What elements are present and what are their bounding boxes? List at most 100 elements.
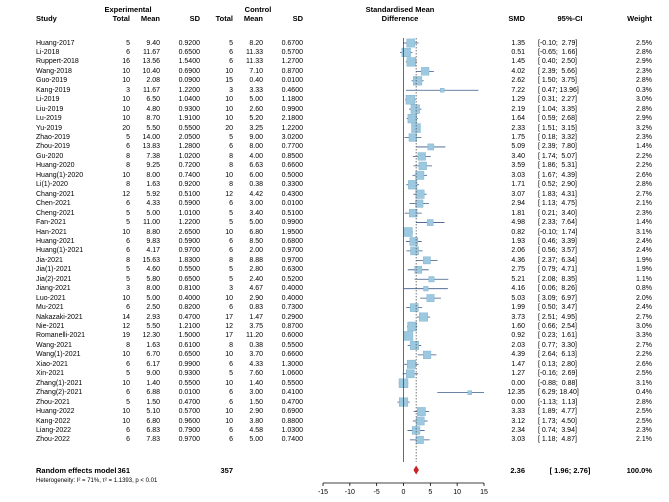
cell-ne: 8 <box>126 341 130 349</box>
total-e-header: Total <box>112 14 130 23</box>
cell-w: 2.4% <box>636 247 652 255</box>
cell-me: 5.92 <box>146 190 160 198</box>
cell-study: Xiao-2021 <box>36 360 68 368</box>
cell-me: 9.25 <box>146 162 160 170</box>
cell-ci_txt: [ 1.74; 5.07] <box>538 152 577 160</box>
cell-w: 1.9% <box>636 256 652 264</box>
cell-w: 2.9% <box>636 115 652 123</box>
study-estimate-box <box>428 276 435 283</box>
cell-sdc: 0.4000 <box>281 294 303 302</box>
cell-ci_txt: [ 0.06; 8.26] <box>538 285 577 293</box>
cell-w: 2.1% <box>636 436 652 444</box>
cell-ci_txt: [ 3.09; 6.97] <box>538 294 577 302</box>
cell-ne: 8 <box>126 152 130 160</box>
cell-smd_txt: 5.03 <box>511 294 525 302</box>
cell-me: 11.67 <box>143 48 160 56</box>
cell-ne: 5 <box>126 209 130 217</box>
cell-mc: 0.83 <box>249 304 263 312</box>
cell-smd_txt: 1.60 <box>511 323 525 330</box>
cell-mc: 4.33 <box>249 360 263 368</box>
cell-study: Ruppert-2018 <box>36 58 79 66</box>
cell-sdc: 0.5200 <box>281 275 303 283</box>
cell-study: Huang-2022 <box>36 408 75 416</box>
cell-me: 1.40 <box>146 379 160 387</box>
cell-smd_txt: 5.21 <box>511 275 525 283</box>
cell-mc: 4.67 <box>249 285 263 293</box>
cell-sde: 1.0400 <box>178 96 200 104</box>
cell-ci_txt: [-1.13; 1.13] <box>538 398 578 406</box>
cell-mc: 4.00 <box>249 152 263 160</box>
study-estimate-box <box>427 143 435 151</box>
cell-smd_txt: 1.75 <box>511 134 525 141</box>
cell-mc: 3.80 <box>249 417 263 425</box>
cell-study: Nie-2021 <box>36 323 65 330</box>
cell-ci_txt: [ 1.18; 4.87] <box>538 436 577 444</box>
cell-me: 1.63 <box>146 181 160 189</box>
cell-sdc: 0.5100 <box>281 209 303 217</box>
cell-me: 4.80 <box>146 105 160 113</box>
cell-sdc: 0.5700 <box>281 48 303 56</box>
cell-sde: 1.5000 <box>178 332 200 340</box>
cell-nc: 5 <box>229 275 233 283</box>
cell-sdc: 2.1800 <box>281 115 303 123</box>
cell-mc: 3.33 <box>249 86 263 94</box>
cell-smd_txt: 0.51 <box>511 48 525 56</box>
cell-sde: 0.9300 <box>178 370 200 378</box>
cell-mc: 1.40 <box>249 379 263 387</box>
cell-study: Jiang-2021 <box>36 285 71 293</box>
cell-ne: 10 <box>122 379 130 387</box>
cell-study: Li-2018 <box>36 48 60 56</box>
control-header: Control <box>244 5 272 14</box>
cell-sdc: 0.4600 <box>281 86 303 94</box>
cell-sdc: 1.0300 <box>281 426 303 434</box>
cell-me: 2.93 <box>146 313 160 321</box>
cell-sdc: 1.3000 <box>281 360 303 368</box>
cell-mc: 8.00 <box>249 143 263 151</box>
cell-sde: 0.9600 <box>178 417 200 425</box>
cell-ci_txt: [ 0.31; 2.27] <box>538 96 577 104</box>
cell-sdc: 0.6900 <box>281 408 303 416</box>
cell-w: 2.3% <box>636 426 652 434</box>
cell-w: 2.5% <box>636 370 652 378</box>
cell-ne: 12 <box>122 190 130 198</box>
cell-mc: 2.00 <box>249 247 263 255</box>
heterogeneity-note: Heterogeneity: I² = 71%, τ² = 1.1393, p … <box>36 478 158 484</box>
cell-w: 3.0% <box>636 323 652 330</box>
cell-mc: 1.50 <box>249 398 263 406</box>
cell-nc: 10 <box>225 96 233 104</box>
cell-smd_txt: 1.29 <box>511 96 525 104</box>
cell-sde: 0.6500 <box>178 48 200 56</box>
cell-study: Zhou-2021 <box>36 398 70 406</box>
study-estimate-box <box>401 47 411 58</box>
study-estimate-box <box>415 416 425 426</box>
cell-sdc: 0.9900 <box>281 219 303 227</box>
cell-w: 2.7% <box>636 313 652 321</box>
study-estimate-box <box>417 152 426 161</box>
cell-ne: 6 <box>126 237 130 245</box>
cell-me: 9.83 <box>146 237 160 245</box>
cell-nc: 6 <box>229 389 233 397</box>
cell-me: 14.00 <box>142 134 160 141</box>
study-estimate-box <box>409 303 419 312</box>
cell-w: 2.2% <box>636 351 652 359</box>
cell-w: 2.6% <box>636 171 652 179</box>
cell-nc: 6 <box>229 426 233 434</box>
study-estimate-box <box>409 340 419 350</box>
cell-sdc: 0.2900 <box>281 313 303 321</box>
cell-w: 2.8% <box>636 398 652 406</box>
cell-nc: 6 <box>229 237 233 245</box>
cell-smd_txt: 4.02 <box>511 67 525 75</box>
cell-study: Luo-2021 <box>36 294 66 302</box>
cell-sdc: 0.4300 <box>281 190 303 198</box>
x-tick-label: 10 <box>453 489 461 496</box>
cell-sde: 0.8200 <box>178 304 200 312</box>
study-estimate-box <box>415 170 425 180</box>
ci-header: 95%-CI <box>557 14 583 23</box>
cell-nc: 5 <box>229 370 233 378</box>
cell-ci_txt: [ 2.39; 7.80] <box>538 143 577 151</box>
cell-nc: 6 <box>229 304 233 312</box>
cell-sdc: 0.0100 <box>281 77 303 85</box>
cell-nc: 10 <box>225 228 233 236</box>
cell-sdc: 0.9900 <box>281 105 303 113</box>
cell-study: Zhao-2019 <box>36 134 70 141</box>
